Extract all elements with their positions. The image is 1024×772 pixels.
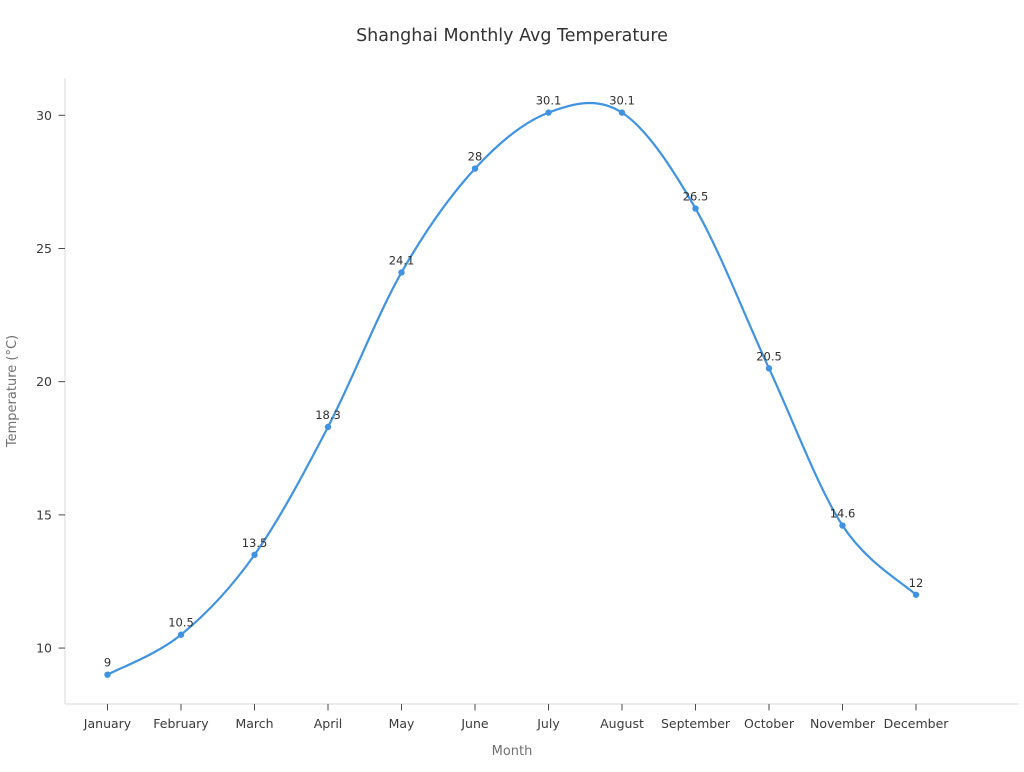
- x-axis-ticks: [107, 704, 917, 711]
- x-tick-label: November: [810, 716, 876, 731]
- y-tick-label: 25: [36, 241, 52, 256]
- y-axis-tick-labels: 10 15 20 25 30: [36, 108, 52, 656]
- data-point-label: 26.5: [683, 190, 709, 204]
- x-tick-label: March: [235, 716, 273, 731]
- x-tick-label: August: [600, 716, 644, 731]
- data-point-label: 9: [104, 656, 111, 670]
- data-point-markers: [104, 109, 920, 678]
- y-axis-label: Temperature (°C): [5, 335, 20, 448]
- temperature-line: [106, 101, 918, 676]
- x-tick-label: July: [536, 716, 560, 731]
- data-point-label: 18.3: [315, 408, 341, 422]
- data-point: [692, 205, 699, 212]
- chart-title: Shanghai Monthly Avg Temperature: [356, 26, 668, 46]
- temperature-series-path: [106, 101, 918, 676]
- y-axis-ticks: [58, 114, 65, 649]
- x-tick-label: June: [460, 716, 489, 731]
- data-point-labels: 9 10.5 13.5 18.3 24.1 28 30.1 30.1 26.5 20.5 14.6 1…: [104, 94, 923, 670]
- data-point: [104, 671, 111, 678]
- y-tick-label: 15: [36, 507, 52, 522]
- data-point-label: 28: [468, 150, 483, 164]
- data-point-label: 10.5: [168, 616, 194, 630]
- x-axis-tick-labels: January February March April May June July Augu…: [83, 716, 949, 731]
- y-tick-label: 20: [36, 374, 52, 389]
- data-point-label: 30.1: [536, 94, 562, 108]
- data-point-label: 30.1: [609, 94, 635, 108]
- data-point-label: 12: [909, 576, 924, 590]
- x-tick-label: September: [661, 716, 731, 731]
- data-point: [398, 269, 405, 276]
- data-point-label: 24.1: [389, 253, 415, 267]
- x-tick-label: January: [83, 716, 132, 731]
- data-point: [839, 522, 846, 529]
- data-point: [545, 109, 552, 116]
- x-axis-label: Month: [492, 744, 533, 759]
- data-point: [177, 631, 185, 638]
- data-point: [912, 591, 920, 598]
- data-point: [765, 365, 773, 372]
- x-tick-label: October: [744, 716, 795, 731]
- data-point-label: 14.6: [830, 507, 856, 521]
- y-tick-label: 10: [36, 641, 52, 656]
- data-point-label: 13.5: [242, 536, 268, 550]
- data-point: [618, 109, 626, 116]
- x-tick-label: February: [153, 716, 209, 731]
- data-point: [251, 551, 258, 559]
- data-point-label: 20.5: [756, 349, 782, 363]
- x-tick-label: December: [884, 716, 950, 731]
- x-tick-label: April: [314, 716, 343, 731]
- y-tick-label: 30: [36, 108, 52, 123]
- data-point: [324, 423, 332, 431]
- x-tick-label: May: [389, 716, 415, 731]
- data-point: [471, 165, 479, 172]
- axis-spines: [64, 78, 1019, 705]
